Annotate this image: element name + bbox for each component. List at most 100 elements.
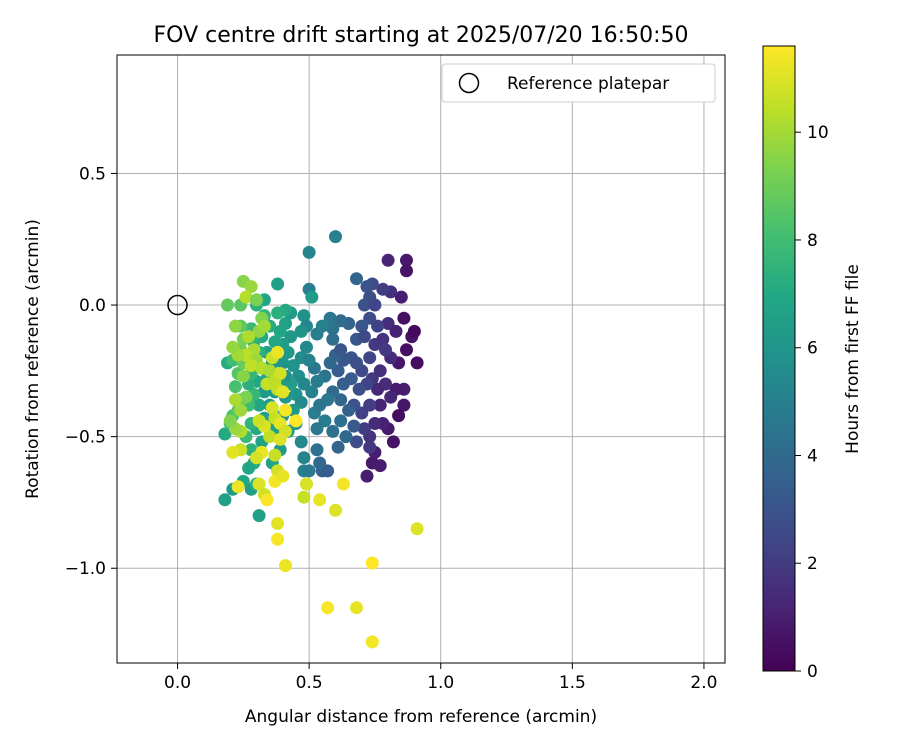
legend-box xyxy=(441,63,716,103)
data-point xyxy=(297,377,311,391)
data-point xyxy=(373,459,387,473)
data-point xyxy=(294,395,308,409)
x-tick-label: 0.5 xyxy=(296,673,323,693)
data-point xyxy=(252,398,266,412)
data-point xyxy=(239,290,253,304)
data-point xyxy=(386,435,400,449)
y-tick-label: 0.0 xyxy=(79,296,106,316)
colorbar-tick-label: 8 xyxy=(807,231,818,251)
data-point xyxy=(260,493,274,507)
axis-ticks: 0.0 0.5 1.0 1.5 2.0 0.5 0.0 −0.5 −1.0 xyxy=(65,164,718,693)
data-point xyxy=(329,503,342,517)
colorbar-tick-label: 10 xyxy=(807,123,829,143)
data-point xyxy=(297,309,311,323)
data-point xyxy=(276,469,290,483)
data-point xyxy=(400,253,413,267)
data-point xyxy=(297,451,311,465)
data-point xyxy=(357,298,371,312)
data-points xyxy=(218,230,424,649)
data-point xyxy=(323,356,337,370)
data-point xyxy=(279,559,292,573)
data-point xyxy=(276,385,290,399)
data-point xyxy=(326,322,340,336)
data-point xyxy=(315,319,329,333)
data-point xyxy=(273,367,287,380)
data-point xyxy=(242,461,256,475)
data-point xyxy=(228,393,242,407)
data-point xyxy=(339,430,353,444)
legend-reference-marker-icon xyxy=(458,72,480,94)
data-point xyxy=(363,351,377,365)
data-point xyxy=(363,440,377,454)
data-point xyxy=(271,306,285,320)
data-point xyxy=(336,477,350,491)
data-point xyxy=(363,311,377,325)
data-point xyxy=(373,398,387,412)
data-point xyxy=(381,317,395,330)
data-point xyxy=(310,422,324,436)
y-tick-label: 0.5 xyxy=(79,164,106,184)
data-point xyxy=(368,298,382,312)
data-point xyxy=(326,332,340,346)
data-point xyxy=(389,324,403,338)
data-point xyxy=(313,398,327,412)
data-point xyxy=(218,493,232,507)
data-point xyxy=(352,382,366,396)
data-point xyxy=(271,277,285,291)
data-point xyxy=(302,464,316,478)
data-point xyxy=(323,311,337,325)
data-point xyxy=(350,356,363,370)
x-tick-label: 2.0 xyxy=(690,673,717,693)
data-point xyxy=(384,390,398,404)
data-point xyxy=(376,282,390,296)
data-point xyxy=(379,343,392,357)
data-point xyxy=(400,343,413,357)
data-point xyxy=(289,414,303,428)
data-point xyxy=(268,448,282,462)
data-point xyxy=(350,601,363,615)
data-point xyxy=(326,424,340,438)
data-point xyxy=(226,445,240,459)
data-point xyxy=(347,419,361,433)
data-point xyxy=(321,601,335,615)
data-point xyxy=(286,359,300,373)
data-point xyxy=(228,319,242,333)
data-point xyxy=(397,311,411,325)
data-point xyxy=(376,332,390,346)
colorbar-tick-label: 4 xyxy=(807,446,818,466)
data-point xyxy=(313,456,327,470)
data-point xyxy=(334,314,348,328)
data-point xyxy=(363,398,377,412)
data-point xyxy=(300,477,313,491)
data-point xyxy=(355,319,369,333)
data-point xyxy=(244,359,258,373)
data-point xyxy=(276,356,290,370)
data-point xyxy=(252,414,266,428)
data-point xyxy=(236,369,250,383)
data-point xyxy=(368,417,382,430)
legend-entry-reference: Reference platepar xyxy=(507,74,669,94)
data-point xyxy=(231,480,245,494)
data-point xyxy=(305,385,319,399)
data-point xyxy=(250,451,263,465)
data-point xyxy=(373,364,387,378)
data-point xyxy=(392,409,406,423)
data-point xyxy=(250,293,263,307)
data-point xyxy=(331,364,345,378)
data-point xyxy=(273,432,287,446)
data-point xyxy=(271,517,285,530)
data-point xyxy=(294,324,308,338)
data-point xyxy=(334,414,348,428)
data-point xyxy=(371,382,385,396)
data-point xyxy=(234,403,248,417)
data-point xyxy=(244,280,258,294)
data-point xyxy=(331,440,345,454)
data-point xyxy=(329,230,342,244)
data-point xyxy=(371,319,385,333)
data-point xyxy=(226,340,240,354)
colorbar: 0 2 4 6 8 10 Hours from first FF file xyxy=(762,45,863,682)
data-point xyxy=(334,343,348,357)
data-point xyxy=(228,380,242,394)
